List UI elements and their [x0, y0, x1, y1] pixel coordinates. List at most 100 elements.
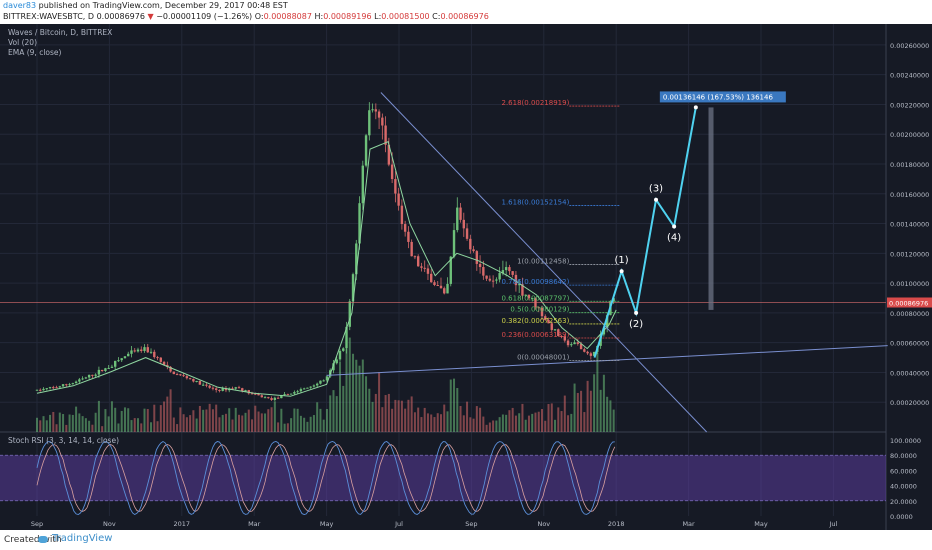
volume-bar — [163, 401, 166, 432]
candle-body — [364, 135, 368, 166]
fib-level-label: 0(0.00048001) — [517, 354, 569, 362]
candle-body — [358, 203, 361, 244]
volume-bar — [394, 399, 397, 432]
candle-body — [166, 364, 169, 367]
chart-canvas[interactable]: 0.00260000 0.00240000 0.00220000 0.00200000… — [0, 24, 932, 530]
candle-body — [544, 316, 547, 320]
volume-bar — [224, 413, 227, 432]
volume-bar — [511, 407, 514, 432]
candle-body — [241, 388, 244, 392]
volume-bar — [524, 419, 527, 432]
volume-bar — [120, 410, 123, 432]
candle-body — [312, 385, 316, 387]
candle-body — [456, 207, 459, 231]
volume-bar — [309, 416, 312, 432]
candle-body — [61, 384, 65, 387]
candle-body — [498, 273, 501, 280]
candle-body — [583, 349, 586, 352]
candle-body — [117, 360, 120, 362]
volume-bar — [387, 393, 390, 432]
time-tick-label: Jul — [828, 520, 837, 528]
down-arrow-icon: ▼ — [147, 12, 154, 21]
price-tick-label: 0.00200000 — [890, 131, 929, 139]
stoch-tick-label: 80.0000 — [890, 452, 917, 460]
volume-bar — [443, 404, 446, 432]
price-tick-label: 0.00180000 — [890, 161, 929, 169]
author-link[interactable]: daver83 — [3, 1, 37, 10]
time-tick-label: Nov — [103, 520, 116, 528]
stoch-tick-label: 0.0000 — [890, 513, 913, 521]
candle-body — [39, 389, 42, 391]
volume-bar — [446, 411, 449, 432]
volume-bar — [198, 405, 201, 432]
candle-body — [55, 387, 58, 389]
time-tick-label: Mar — [248, 520, 261, 528]
stoch-tick-label: 100.0000 — [890, 437, 921, 445]
volume-bar — [475, 406, 478, 432]
volume-bar — [479, 407, 482, 432]
candle-body — [110, 366, 114, 368]
volume-bar — [52, 411, 55, 432]
volume-bar — [169, 389, 172, 432]
candle-body — [322, 380, 325, 382]
candle-body — [65, 384, 68, 386]
candle-body — [524, 294, 527, 296]
volume-bar — [492, 420, 495, 432]
price-chart-svg[interactable]: 0.00260000 0.00240000 0.00220000 0.00200000… — [0, 24, 932, 530]
volume-bar — [472, 418, 475, 432]
elliott-wave-projection — [593, 107, 697, 358]
candle-body — [133, 350, 136, 352]
volume-bar — [514, 415, 517, 432]
tradingview-link[interactable]: TradingView — [52, 533, 113, 544]
candle-body — [94, 374, 97, 376]
candle-body — [469, 238, 472, 250]
candle-body — [270, 398, 273, 400]
volume-bar — [436, 413, 439, 432]
candle-body — [104, 368, 107, 372]
price-tick-label: 0.00160000 — [890, 191, 929, 199]
created-with-text: Created with — [4, 535, 62, 545]
volume-bar — [345, 349, 348, 432]
candle-body — [127, 353, 130, 357]
volume-bar — [348, 337, 351, 432]
volume-bar — [322, 419, 325, 432]
volume-bar — [466, 401, 469, 432]
volume-bar — [400, 400, 403, 432]
candle-body — [263, 397, 267, 399]
candle-body — [589, 353, 593, 356]
fib-level-label: 0.786(0.00098642) — [502, 278, 570, 286]
volume-bar — [247, 409, 250, 432]
stoch-k-line — [36, 440, 615, 516]
fib-level-label: 2.618(0.00218919) — [502, 99, 570, 107]
volume-bar — [586, 380, 589, 432]
candle-body — [521, 284, 524, 296]
volume-bar — [55, 424, 58, 432]
fib-level-label: 1(0.00112458) — [517, 258, 569, 266]
candle-body — [351, 274, 355, 302]
candle-body — [586, 351, 589, 354]
volume-bar — [420, 417, 423, 432]
stoch-d-line — [36, 444, 616, 512]
candle-body — [195, 380, 198, 382]
volume-bar — [378, 372, 381, 432]
volume-bar — [485, 424, 488, 432]
chart-header: daver83 published on TradingView.com, De… — [0, 0, 932, 24]
volume-bar — [576, 392, 579, 432]
volume-bar — [270, 407, 273, 432]
candle-body — [231, 388, 234, 390]
wave-label: (1) — [615, 255, 629, 266]
candle-body — [224, 388, 228, 391]
candle-body — [413, 256, 417, 258]
volume-bar — [544, 420, 547, 432]
volume-bar — [221, 414, 224, 432]
candle-body — [345, 326, 348, 349]
candle-body — [592, 351, 596, 356]
candle-body — [508, 267, 511, 272]
volume-bar — [218, 417, 221, 432]
volume-bar — [172, 417, 175, 432]
volume-bar — [211, 409, 214, 432]
volume-bar — [391, 408, 394, 432]
candle-body — [319, 380, 322, 384]
candle-body — [459, 207, 462, 220]
wave-label: (3) — [649, 184, 663, 195]
